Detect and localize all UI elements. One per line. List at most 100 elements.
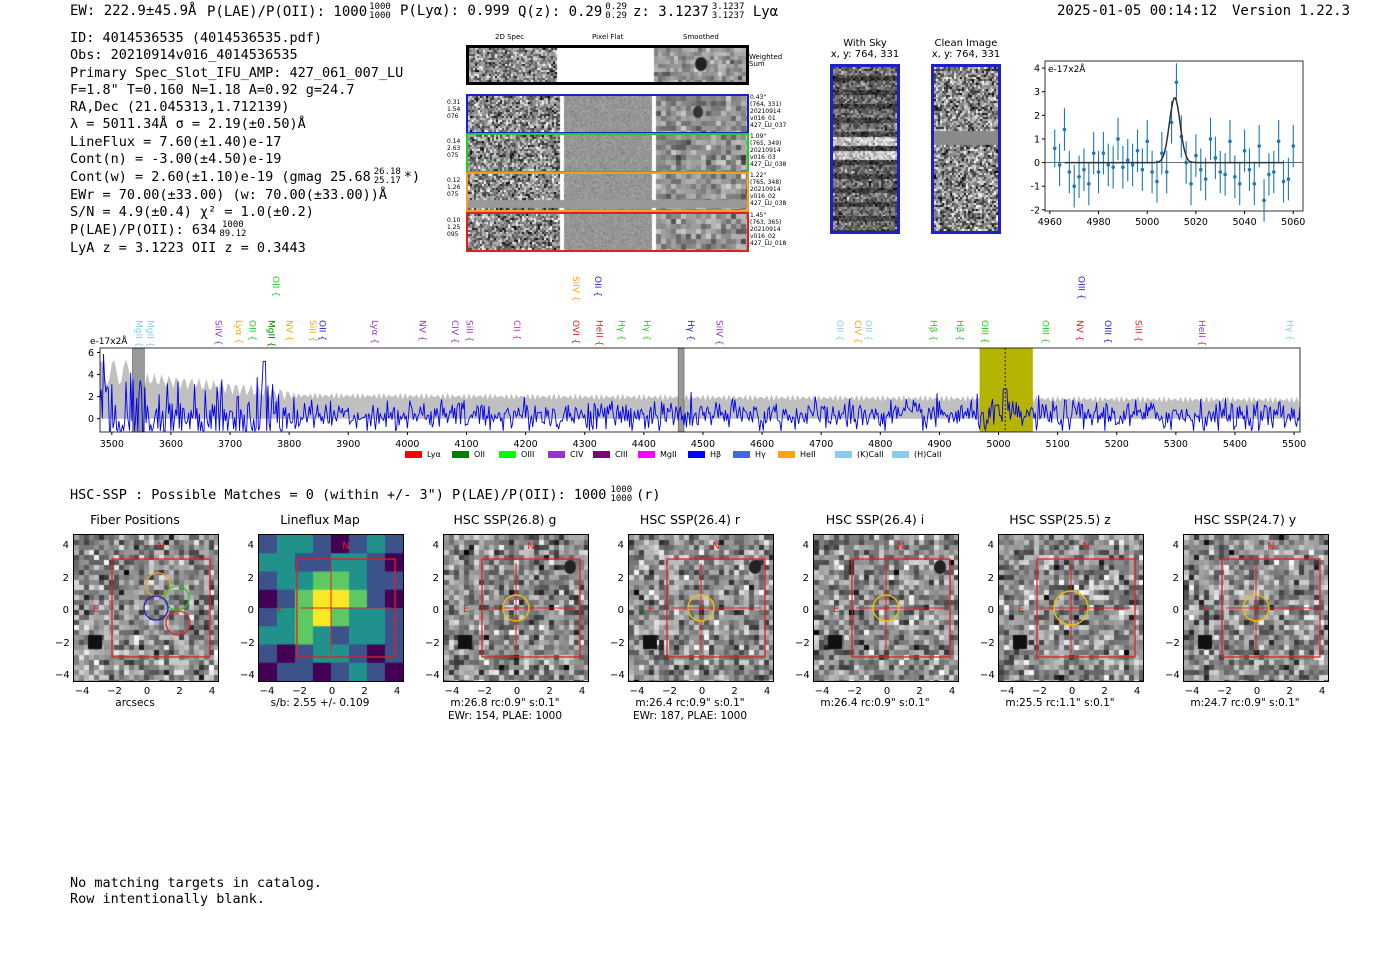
compass-east: E — [833, 604, 839, 615]
x-tick: 2 — [361, 686, 368, 697]
x-tick-label: 4300 — [573, 439, 597, 450]
panel-title: Lineflux Map — [280, 512, 360, 527]
data-point — [1213, 156, 1218, 160]
panel-title: HSC SSP(26.4) r — [639, 512, 741, 527]
panel-title: HSC SSP(24.7) y — [1193, 512, 1297, 527]
x-tick-label: 4200 — [514, 439, 538, 450]
fiber-row-1-right: 0.43" (764, 331) 20210914 v016_01 427_LU… — [750, 94, 787, 129]
data-point — [1140, 167, 1145, 172]
y-tick-label: 3 — [1034, 87, 1040, 98]
emission-line-label: MgII { — [133, 320, 143, 347]
aperture-box — [1036, 558, 1136, 658]
data-point — [1052, 146, 1057, 151]
y-tick: −2 — [55, 637, 70, 649]
x-tick: −2 — [662, 686, 677, 697]
legend-swatch — [688, 451, 705, 458]
x-tick: 4 — [1318, 686, 1326, 697]
y-tick: 2 — [247, 572, 254, 584]
y-tick: −2 — [240, 637, 255, 649]
legend-swatch — [892, 451, 909, 458]
y-tick: −2 — [610, 637, 625, 649]
y-tick: 2 — [617, 572, 624, 584]
with-sky-image — [830, 64, 900, 234]
legend-label: CIII — [615, 450, 628, 459]
y-tick: 0 — [802, 605, 809, 616]
data-point — [1067, 170, 1072, 174]
wavelength-sigma: λ = 5011.34Å σ = 2.19(±0.50)Å — [70, 116, 306, 133]
emission-line-label: SiII { — [1133, 320, 1143, 342]
y-tick-label: -1 — [1031, 182, 1040, 193]
emission-line-label: SiII { — [464, 320, 474, 342]
with-sky-title: With Sky x, y: 764, 331 — [830, 38, 900, 60]
emission-line-label: OII { — [316, 320, 326, 341]
aperture-box — [481, 558, 581, 658]
compass-east: E — [463, 604, 469, 615]
image-panel-3: HSC SSP(26.4) r N E 4 2 0 −2 −4 −4 −2 0 2 4 m:26.4 r… — [610, 512, 774, 724]
x-tick: −2 — [847, 686, 862, 697]
panel-caption-1: m:25.5 rc:1.1" s:0.1" — [1005, 697, 1115, 709]
emission-line-label: OII { — [592, 276, 602, 297]
y-tick: −2 — [980, 637, 995, 649]
y-tick: 4 — [802, 540, 809, 551]
fiber-row-1-left: 0.31 1.54 076 — [447, 99, 461, 120]
fiber-row-1 — [466, 94, 749, 134]
x-tick: −2 — [292, 686, 307, 697]
emission-line-label: OII { — [270, 276, 280, 297]
version-label: Version 1.22.3 — [1232, 3, 1351, 19]
data-point — [1262, 198, 1266, 203]
compass-east: E — [93, 604, 99, 615]
footer-line-2: Row intentionally blank. — [70, 890, 266, 907]
image-panel-0: Fiber Positions N E 4 2 0 −2 −4 −4 −2 0 2 4 arcsecs — [55, 512, 219, 724]
x-tick-label: 4000 — [395, 439, 419, 450]
y-tick: 2 — [62, 572, 69, 584]
data-point — [1271, 170, 1276, 174]
primary-spec: Primary Spec_Slot_IFU_AMP: 427_061_007_L… — [70, 64, 404, 81]
y-tick: 4 — [1172, 540, 1179, 551]
y-tick: −4 — [795, 670, 810, 681]
x-tick: 0 — [513, 686, 521, 697]
panel-caption-1: m:24.7 rc:0.9" s:0.1" — [1190, 697, 1300, 709]
panel-overlay: NE — [1203, 541, 1321, 658]
y-tick: −2 — [795, 637, 810, 649]
x-tick-label: 5000 — [986, 439, 1010, 450]
catalog-footer: No matching targets in catalog. Row inte… — [70, 875, 322, 907]
emission-line-label: OII { — [247, 320, 257, 341]
redshift-value: z: 3.1237 3.1237 3.1237 Lyα — [633, 2, 779, 21]
y-tick: 4 — [617, 540, 624, 551]
cont-narrow: Cont(n) = -3.00(±4.50)e-19 — [70, 151, 282, 168]
y-tick: −4 — [1165, 670, 1180, 681]
y-tick: 2 — [1172, 572, 1179, 584]
legend-label: Lyα — [427, 450, 441, 459]
emission-line-label: NV { — [416, 320, 426, 341]
fiber-row-4-canvas — [468, 214, 747, 250]
emission-line-label: CIV { — [449, 320, 459, 344]
fiber-row-3-canvas — [468, 174, 747, 210]
fiber-row-2-left: 0.14 2.63 075 — [447, 138, 461, 159]
data-point — [1091, 151, 1096, 155]
x-tick: 4 — [208, 686, 216, 697]
target-circle — [872, 594, 900, 622]
y-tick: −4 — [610, 670, 625, 681]
data-point — [1203, 177, 1208, 181]
data-point — [1223, 172, 1227, 177]
x-tick-label: 5100 — [1046, 439, 1070, 450]
data-point — [1208, 137, 1213, 141]
compass-north: N — [157, 541, 164, 552]
panel-caption-1: m:26.8 rc:0.9" s:0.1" — [450, 697, 560, 709]
fiber-circle — [145, 572, 171, 598]
x-tick: 2 — [1101, 686, 1108, 697]
emission-line-label: NV { — [283, 320, 293, 341]
data-point — [1101, 151, 1106, 155]
fiber-row-2-right: 1.09" (765, 349) 20210914 v016_03 427_LU… — [750, 133, 787, 168]
data-point — [1062, 127, 1067, 132]
aperture-box — [666, 558, 766, 658]
clean-image-title: Clean Image x, y: 764, 331 — [931, 38, 1001, 60]
y-tick: 0 — [617, 605, 624, 616]
fiber-row-3 — [466, 172, 749, 212]
data-point — [1242, 148, 1247, 153]
data-point — [1247, 167, 1252, 172]
compass-north: N — [1267, 541, 1274, 552]
image-panel-6: HSC SSP(24.7) y N E 4 2 0 −2 −4 −4 −2 0 2 4 m:24.7 r… — [1165, 512, 1329, 724]
panel-overlay: NE — [463, 541, 581, 658]
data-point — [1164, 170, 1169, 174]
